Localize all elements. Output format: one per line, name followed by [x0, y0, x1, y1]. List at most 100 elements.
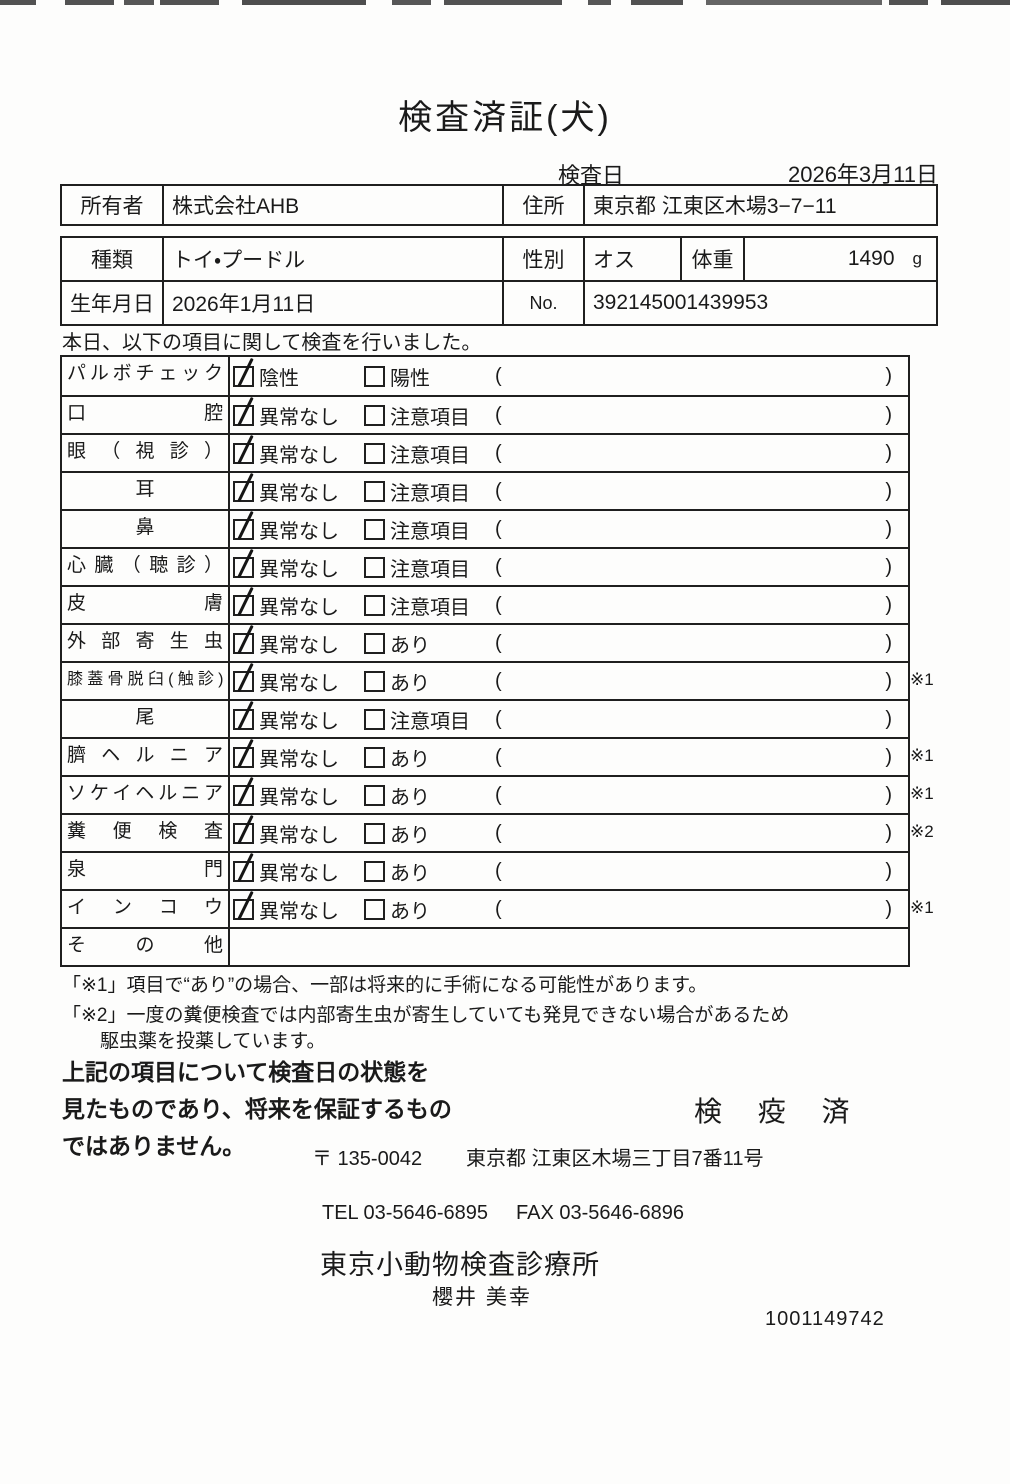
inspection-date-value: 2026年3月11日: [787, 162, 938, 187]
checkbox-icon: [233, 404, 254, 426]
checkbox-icon: [233, 746, 254, 768]
paren-close: ): [885, 555, 892, 578]
checkbox-icon: [233, 822, 254, 844]
remarks-parentheses: ( ): [491, 442, 908, 465]
item-content: 異常なし あり ( ): [230, 625, 908, 661]
paren-close: ): [885, 707, 892, 730]
clinic-name: 東京小動物検査診療所: [320, 1250, 600, 1280]
item-label: 泉門: [62, 853, 230, 889]
option-1: 異常なし: [233, 553, 364, 582]
checkbox-icon: [364, 860, 385, 882]
owner-value: 株式会社AHB: [162, 186, 502, 224]
clinic-telfax: TEL 03-5646-6895 FAX 03-5646-6896: [322, 1202, 684, 1225]
checkbox-icon: [233, 480, 254, 502]
remarks-parentheses: ( ): [491, 404, 908, 427]
item-content: 陰性 陽性 ( ): [230, 357, 908, 395]
paren-close: ): [885, 821, 892, 844]
clinic-postal-code: 〒 135-0042: [312, 1148, 423, 1170]
option-2-label: 注意項目: [390, 444, 470, 467]
checkbox-icon: [233, 670, 254, 692]
sex-label: 性別: [502, 238, 583, 280]
option-1-label: 異常なし: [259, 824, 339, 847]
option-2: 注意項目: [364, 401, 491, 430]
checkbox-icon: [233, 860, 254, 882]
number-label: No.: [502, 282, 583, 324]
document-title: 検査済証(犬): [398, 99, 612, 137]
checkbox-icon: [233, 708, 254, 730]
table-row: 心臓（聴診） 異常なし 注意項目 ( ): [62, 547, 908, 585]
table-row: 臍ヘルニア 異常なし あり ( ) ※1: [62, 737, 934, 775]
checkbox-icon: [233, 518, 254, 540]
checkbox-icon: [233, 556, 254, 578]
item-content: 異常なし あり ( ): [230, 853, 908, 889]
checkbox-icon: [364, 480, 385, 502]
option-1: 異常なし: [233, 819, 364, 848]
table-row: インコウ 異常なし あり ( ) ※1: [62, 889, 934, 927]
footnote-1: 「※1」項目で“あり”の場合、一部は将来的に手術になる可能性があります。: [62, 975, 708, 996]
checkbox-icon: [364, 822, 385, 844]
item-content: 異常なし あり ( ): [230, 777, 908, 813]
option-2: あり: [364, 781, 491, 810]
item-content: 異常なし あり ( ): [230, 663, 908, 699]
checkbox-icon: [364, 442, 385, 464]
option-2-label: 注意項目: [390, 406, 470, 429]
disclaimer-line-1: 上記の項目について検査日の状態を: [62, 1059, 430, 1085]
option-1-label: 異常なし: [259, 558, 339, 581]
option-2: あり: [364, 743, 491, 772]
remarks-parentheses: ( ): [491, 746, 908, 769]
birth-row: 生年月日 2026年1月11日 No. 392145001439953: [62, 280, 936, 324]
sex-value: オス: [583, 238, 680, 280]
item-content: 異常なし 注意項目 ( ): [230, 473, 908, 509]
table-row: パルボチェック 陰性 陽性 ( ): [62, 357, 908, 395]
paren-close: ): [885, 631, 892, 654]
option-2-label: 陽性: [390, 367, 430, 390]
table-row: 眼（視診） 異常なし 注意項目 ( ): [62, 433, 908, 471]
checkbox-icon: [364, 632, 385, 654]
checkbox-icon: [364, 404, 385, 426]
option-2: あり: [364, 667, 491, 696]
quarantine-passed-stamp: 検 疫 済: [694, 1096, 864, 1127]
item-label: 糞便検査: [62, 815, 230, 851]
paren-open: (: [495, 859, 502, 882]
table-row: 鼻 異常なし 注意項目 ( ): [62, 509, 908, 547]
footnote-ref: ※1: [910, 746, 934, 765]
owner-table: 所有者 株式会社AHB 住所 東京都 江東区木場3−7−11: [60, 184, 938, 226]
item-content: 異常なし 注意項目 ( ): [230, 701, 908, 737]
item-label: その他: [62, 929, 230, 965]
disclaimer-statement: 上記の項目について検査日の状態を 見たものであり、将来を保証するもの ではありま…: [62, 1054, 452, 1165]
remarks-parentheses: ( ): [491, 898, 908, 921]
option-2: 注意項目: [364, 705, 491, 734]
table-row: 泉門 異常なし あり ( ): [62, 851, 908, 889]
item-label: 尾: [62, 701, 230, 737]
item-content: 異常なし 注意項目 ( ): [230, 511, 908, 547]
scan-artifact-strip: [0, 0, 1010, 5]
checkbox-icon: [233, 632, 254, 654]
weight-label: 体重: [680, 238, 743, 280]
paren-open: (: [495, 707, 502, 730]
remarks-parentheses: ( ): [491, 594, 908, 617]
paren-open: (: [495, 631, 502, 654]
checkbox-icon: [364, 784, 385, 806]
paren-open: (: [495, 669, 502, 692]
paren-open: (: [495, 479, 502, 502]
birthdate-label: 生年月日: [70, 293, 154, 316]
veterinarian-name: 櫻井 美幸: [432, 1286, 532, 1309]
item-content: 異常なし あり ( ): [230, 815, 908, 851]
option-1-label: 異常なし: [259, 444, 339, 467]
option-2-label: あり: [390, 786, 430, 809]
option-2: あり: [364, 857, 491, 886]
paren-close: ): [885, 745, 892, 768]
option-2-label: 注意項目: [390, 520, 470, 543]
option-1-label: 陰性: [259, 367, 299, 390]
owner-row: 所有者 株式会社AHB 住所 東京都 江東区木場3−7−11: [62, 186, 936, 224]
paren-close: ): [885, 403, 892, 426]
option-2-label: 注意項目: [390, 482, 470, 505]
footnote-ref: ※1: [910, 898, 934, 917]
item-label: 外部寄生虫: [62, 625, 230, 661]
item-label: 眼（視診）: [62, 435, 230, 471]
checkbox-icon: [233, 365, 254, 387]
item-label: 口腔: [62, 397, 230, 433]
remarks-parentheses: ( ): [491, 784, 908, 807]
item-content: 異常なし あり ( ): [230, 891, 908, 927]
option-2: 注意項目: [364, 591, 491, 620]
